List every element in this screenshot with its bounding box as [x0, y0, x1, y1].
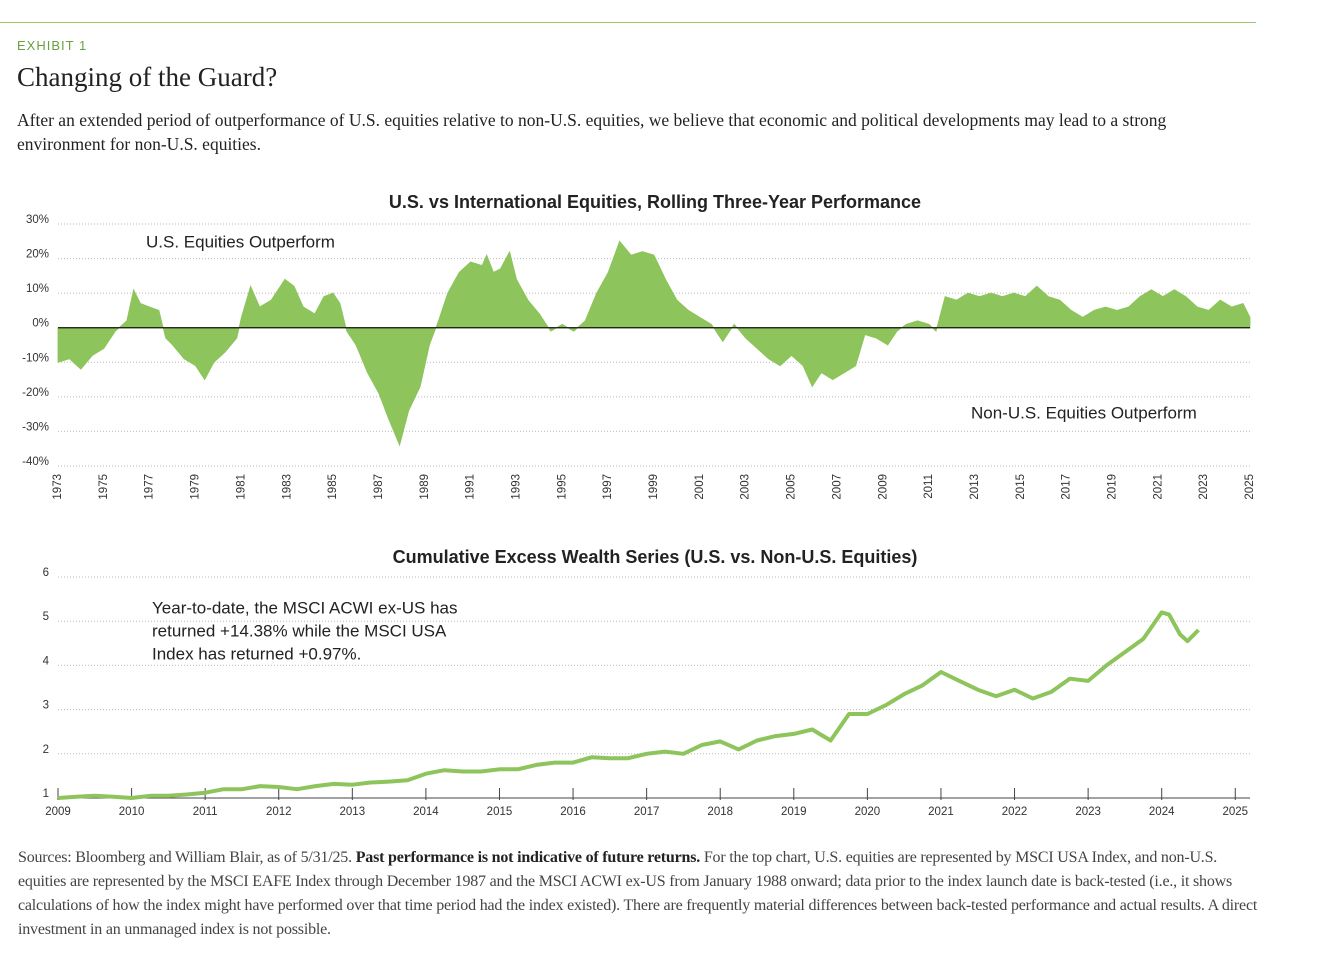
x-tick-label: 2013: [340, 806, 366, 818]
y-tick-label: 1: [43, 788, 49, 800]
x-tick-label: 2007: [831, 474, 843, 500]
sources-bold: Past performance is not indicative of fu…: [355, 849, 701, 866]
x-tick-label: 1991: [465, 474, 477, 500]
x-tick-label: 2020: [855, 806, 881, 818]
y-tick-label: 0%: [32, 318, 49, 330]
y-tick-label: 4: [43, 655, 50, 667]
x-tick-label: 2025: [1222, 806, 1248, 818]
y-tick-label: 2: [43, 744, 49, 756]
x-tick-label: 1973: [52, 474, 64, 500]
x-tick-label: 2013: [969, 474, 981, 500]
x-tick-label: 2011: [193, 806, 218, 818]
x-tick-label: 2003: [740, 474, 752, 500]
x-tick-label: 2019: [1106, 474, 1118, 500]
x-tick-label: 1997: [602, 474, 614, 500]
area: [57, 240, 1251, 447]
x-tick-label: 2021: [1152, 474, 1164, 500]
y-tick-label: -30%: [22, 421, 49, 433]
x-tick-label: 2022: [1002, 806, 1028, 818]
top-rule: [0, 22, 1256, 23]
annotation: Year-to-date, the MSCI ACWI ex-US has: [152, 598, 458, 617]
x-tick-label: 2001: [694, 474, 706, 500]
x-tick-label: 2012: [266, 806, 292, 818]
annotation: Non-U.S. Equities Outperform: [971, 403, 1197, 422]
subtitle: After an extended period of outperforman…: [17, 110, 1167, 154]
x-tick-label: 2017: [634, 806, 660, 818]
x-tick-label: 2021: [928, 806, 954, 818]
y-tick-label: 3: [43, 700, 49, 712]
y-tick-label: 6: [43, 567, 49, 579]
x-tick-label: 2010: [119, 806, 145, 818]
line: [57, 610, 1200, 800]
x-tick-label: 2009: [877, 474, 889, 500]
x-tick-label: 2014: [413, 806, 439, 818]
x-tick-label: 2016: [560, 806, 586, 818]
x-tick-label: 2005: [786, 474, 798, 500]
x-tick-label: 2018: [707, 806, 733, 818]
x-tick-label: 2009: [45, 806, 71, 818]
annotation: returned +14.38% while the MSCI USA: [152, 621, 447, 640]
chart-title: Cumulative Excess Wealth Series (U.S. vs…: [393, 547, 918, 567]
y-tick-label: 5: [43, 611, 49, 623]
y-tick-label: -40%: [22, 456, 49, 468]
x-tick-label: 2015: [487, 806, 513, 818]
x-tick-label: 1975: [98, 474, 110, 500]
x-tick-label: 1987: [373, 474, 385, 500]
annotation: U.S. Equities Outperform: [146, 232, 335, 251]
x-tick-label: 2023: [1198, 474, 1210, 500]
x-tick-label: 1977: [144, 474, 156, 500]
y-tick-label: 10%: [26, 283, 49, 295]
x-tick-label: 2023: [1075, 806, 1101, 818]
y-tick-label: 30%: [26, 214, 49, 226]
x-tick-label: 2025: [1244, 474, 1256, 500]
sources-lead: Sources: Bloomberg and William Blair, as…: [18, 849, 352, 866]
x-tick-label: 2024: [1149, 806, 1175, 818]
sources: Sources: Bloomberg and William Blair, as…: [18, 846, 1258, 942]
x-tick-label: 1983: [281, 474, 293, 500]
sources-rest: For the top chart, U.S. equities are rep…: [18, 849, 1258, 938]
y-tick-label: 20%: [26, 249, 49, 261]
x-tick-label: 1981: [235, 474, 247, 500]
x-tick-label: 1985: [327, 474, 339, 500]
x-tick-label: 1999: [648, 474, 660, 500]
chart-title: U.S. vs International Equities, Rolling …: [389, 192, 921, 212]
x-tick-label: 2011: [923, 474, 935, 499]
page-title: Changing of the Guard?: [17, 62, 278, 92]
x-tick-label: 1989: [419, 474, 431, 500]
y-tick-label: -20%: [22, 387, 49, 399]
x-tick-label: 2017: [1061, 474, 1073, 500]
annotation: Index has returned +0.97%.: [152, 644, 361, 663]
x-tick-label: 1995: [556, 474, 568, 500]
x-tick-label: 2019: [781, 806, 807, 818]
exhibit-label: EXHIBIT 1: [17, 38, 88, 53]
y-tick-label: -10%: [22, 352, 49, 364]
x-tick-label: 1979: [190, 474, 202, 500]
x-tick-label: 1993: [510, 474, 522, 500]
x-tick-label: 2015: [1015, 474, 1027, 500]
